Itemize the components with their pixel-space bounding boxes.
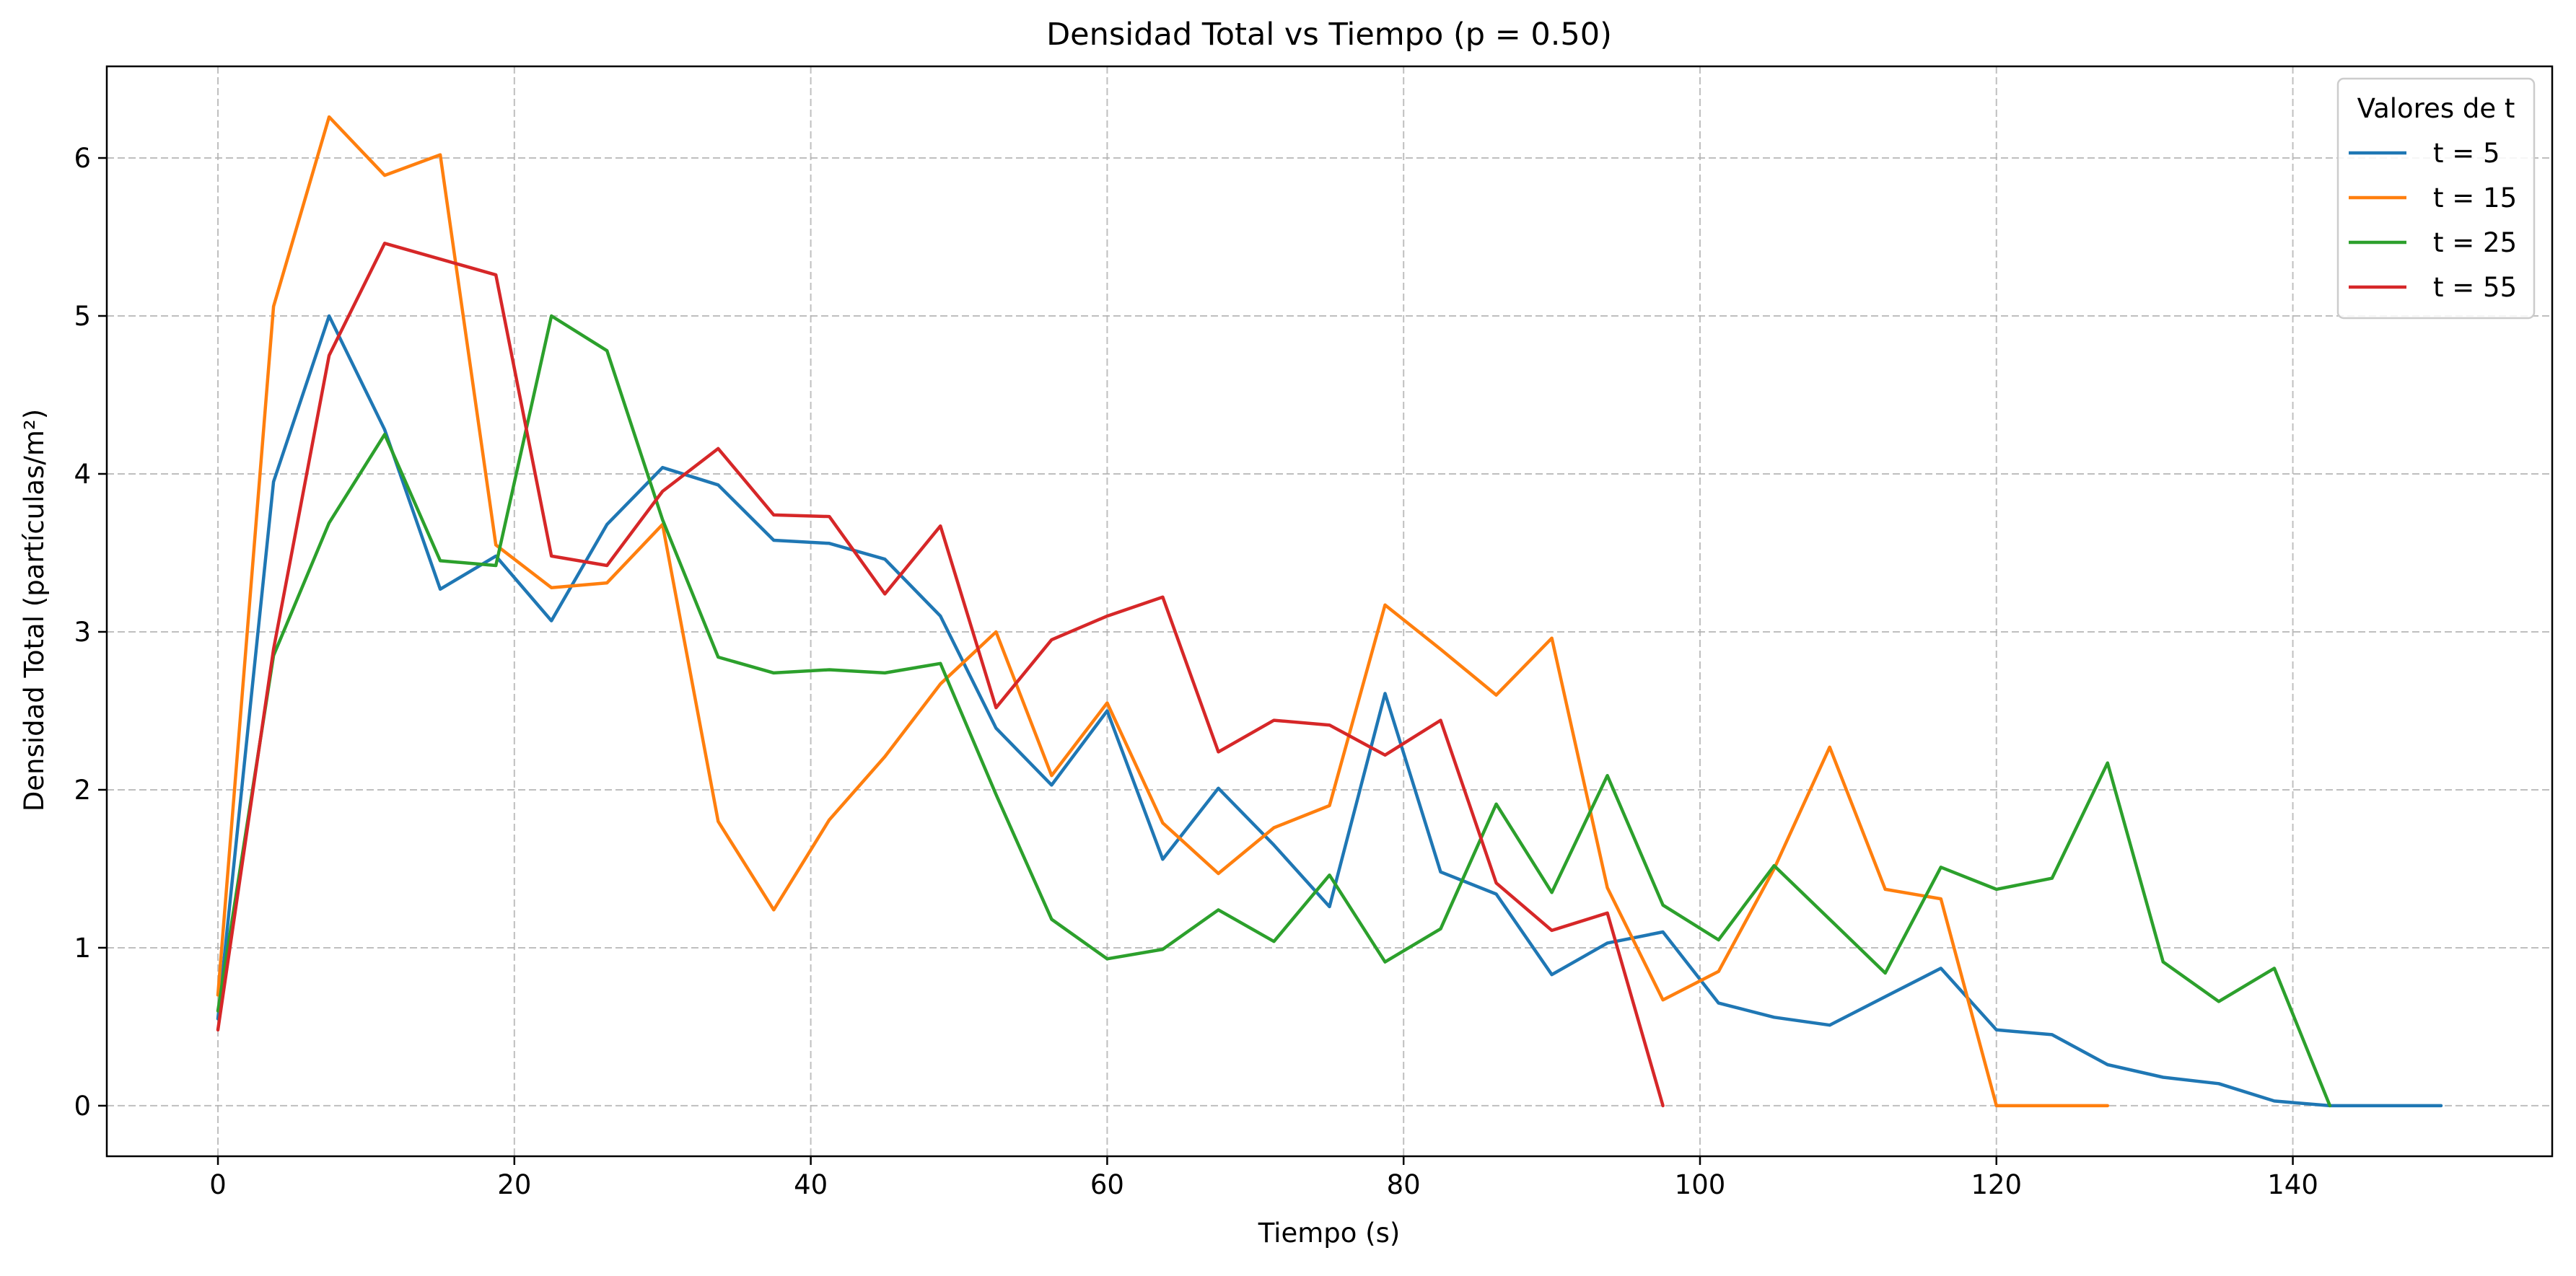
x-tick-label: 60	[1090, 1169, 1124, 1200]
y-tick-label: 2	[74, 775, 91, 806]
y-tick-label: 0	[74, 1091, 91, 1122]
y-axis-label: Densidad Total (partículas/m²)	[19, 409, 50, 811]
plot-frame	[105, 65, 2554, 1158]
grid	[107, 66, 2552, 1156]
x-tick-label: 80	[1387, 1169, 1421, 1200]
x-tick-label: 0	[209, 1169, 227, 1200]
chart-title: Densidad Total vs Tiempo (p = 0.50)	[1046, 17, 1612, 53]
series-line	[216, 314, 2443, 1108]
axis-ticks: 0 20 40 60 80 100 120 140 0 1 2 3 4 5 6	[74, 143, 2318, 1200]
legend: Valores de t t = 5 t = 15 t = 25 t = 55	[2336, 77, 2536, 320]
x-tick-label: 120	[1971, 1169, 2022, 1200]
legend-label: t = 5	[2433, 138, 2500, 169]
legend-label: t = 25	[2433, 227, 2517, 258]
x-tick-label: 100	[1675, 1169, 1726, 1200]
x-tick-label: 20	[497, 1169, 531, 1200]
x-tick-label: 140	[2267, 1169, 2318, 1200]
legend-box	[2336, 77, 2536, 320]
series-line	[216, 115, 2110, 1108]
legend-title: Valores de t	[2357, 93, 2515, 124]
legend-label: t = 15	[2433, 182, 2517, 214]
series-lines	[216, 115, 2443, 1108]
series-line	[216, 242, 1665, 1108]
legend-entries: t = 5 t = 15 t = 25 t = 55	[2349, 138, 2517, 303]
x-axis-label: Tiempo (s)	[1258, 1218, 1401, 1249]
x-tick-label: 40	[794, 1169, 828, 1200]
y-tick-label: 6	[74, 143, 91, 174]
series-line	[216, 314, 2332, 1108]
y-tick-label: 1	[74, 933, 91, 964]
y-tick-label: 3	[74, 617, 91, 648]
y-tick-label: 4	[74, 459, 91, 490]
legend-label: t = 55	[2433, 272, 2517, 303]
y-tick-label: 5	[74, 301, 91, 332]
